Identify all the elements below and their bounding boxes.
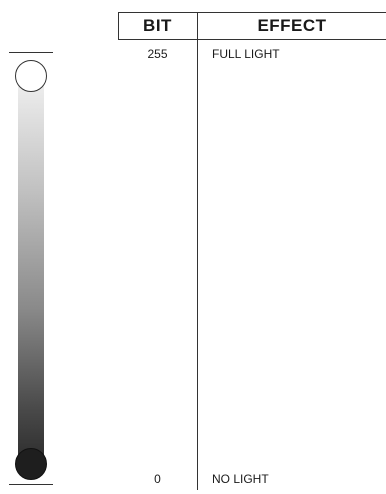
fader-bottom-knob-icon [15, 448, 47, 480]
fader-top-knob-icon [15, 60, 47, 92]
bit-value-max: 255 [147, 47, 168, 61]
table-top-line [118, 12, 386, 13]
header-bit: BIT [143, 16, 172, 35]
bit-value-min: 0 [154, 472, 161, 486]
header-effect: EFFECT [257, 16, 327, 35]
effect-no-light: NO LIGHT [212, 472, 269, 486]
fader-top-line [9, 52, 53, 53]
table-column-divider [197, 12, 198, 490]
effect-full-light: FULL LIGHT [212, 47, 280, 61]
fader-bottom-line [9, 484, 53, 485]
table-header-underline [118, 39, 386, 40]
fader-gradient-track [18, 68, 44, 468]
table-left-border [118, 12, 119, 40]
